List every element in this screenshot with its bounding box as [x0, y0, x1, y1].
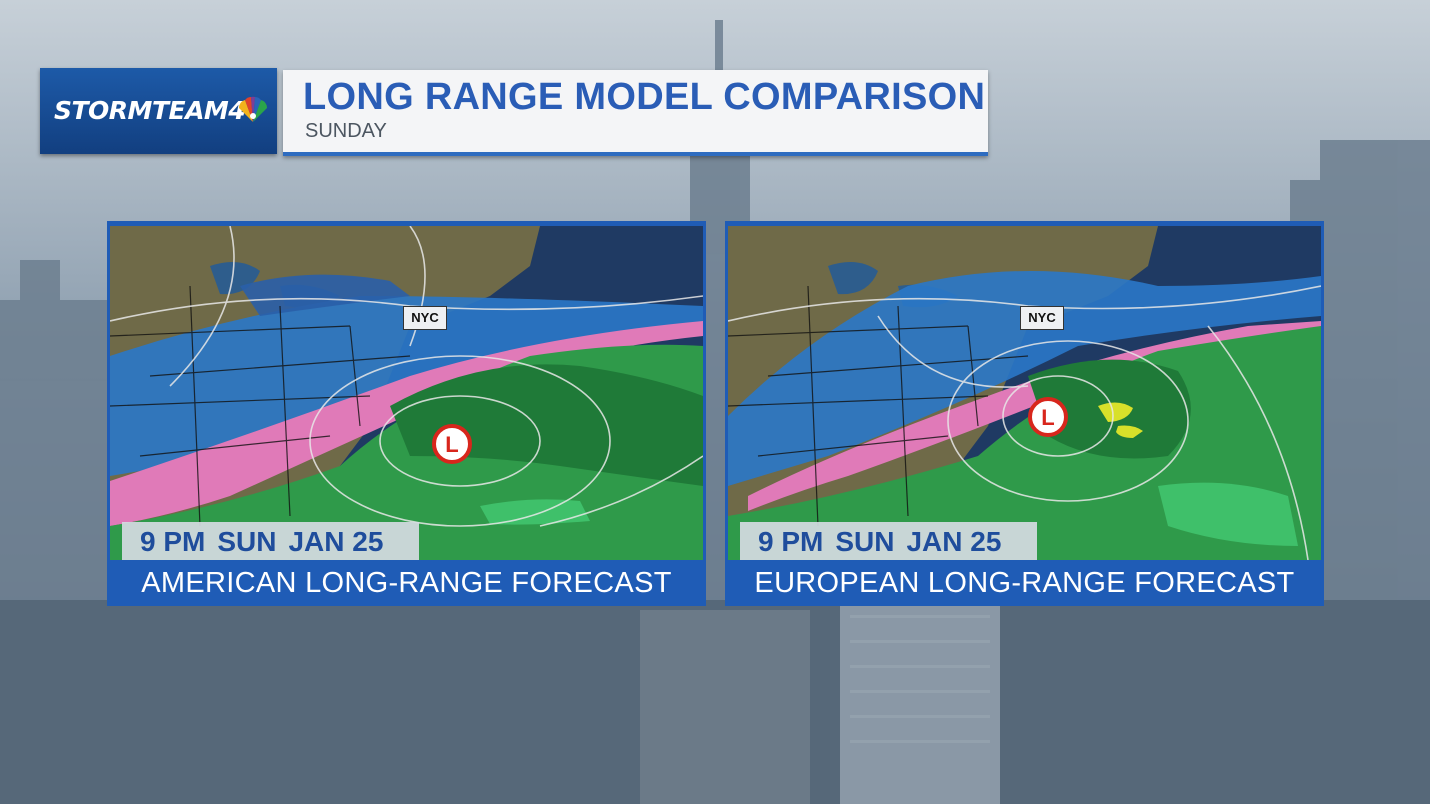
american-forecast-map: NYC L 9 PM SUN JAN 25	[110, 226, 703, 560]
forecast-time-label: 9 PM SUN JAN 25	[740, 522, 1038, 560]
american-caption: AMERICAN LONG-RANGE FORECAST	[107, 560, 706, 606]
page-subtitle: SUNDAY	[305, 120, 387, 142]
european-caption: EUROPEAN LONG-RANGE FORECAST	[725, 560, 1324, 606]
forecast-day: SUN	[835, 526, 895, 557]
svg-text:L: L	[445, 432, 458, 457]
brand-name: STORMTEAM4	[54, 96, 246, 125]
american-forecast-panel: NYC L 9 PM SUN JAN 25 AMERICAN LONG-RANGE …	[107, 221, 706, 606]
low-pressure-icon: L	[1028, 397, 1068, 437]
low-pressure-icon: L	[432, 424, 472, 464]
peacock-icon	[238, 96, 268, 122]
forecast-day: SUN	[217, 526, 277, 557]
svg-text:L: L	[1041, 405, 1054, 430]
nyc-label: NYC	[403, 306, 447, 330]
page-title: LONG RANGE MODEL COMPARISON	[303, 76, 986, 118]
forecast-date: JAN 25	[288, 526, 384, 557]
forecast-hour: 9 PM	[140, 526, 206, 557]
european-forecast-panel: NYC L 9 PM SUN JAN 25 EUROPEAN LONG-RANGE …	[725, 221, 1324, 606]
title-box: LONG RANGE MODEL COMPARISON SUNDAY	[283, 70, 988, 156]
forecast-time-label: 9 PM SUN JAN 25	[122, 522, 420, 560]
forecast-date: JAN 25	[906, 526, 1002, 557]
header-banner: STORMTEAM4 LONG RANGE MODEL COMPARISON S…	[40, 68, 988, 156]
nyc-label: NYC	[1020, 306, 1064, 330]
stormteam4-logo: STORMTEAM4	[40, 68, 277, 154]
european-forecast-map: NYC L 9 PM SUN JAN 25	[728, 226, 1321, 560]
forecast-hour: 9 PM	[758, 526, 824, 557]
